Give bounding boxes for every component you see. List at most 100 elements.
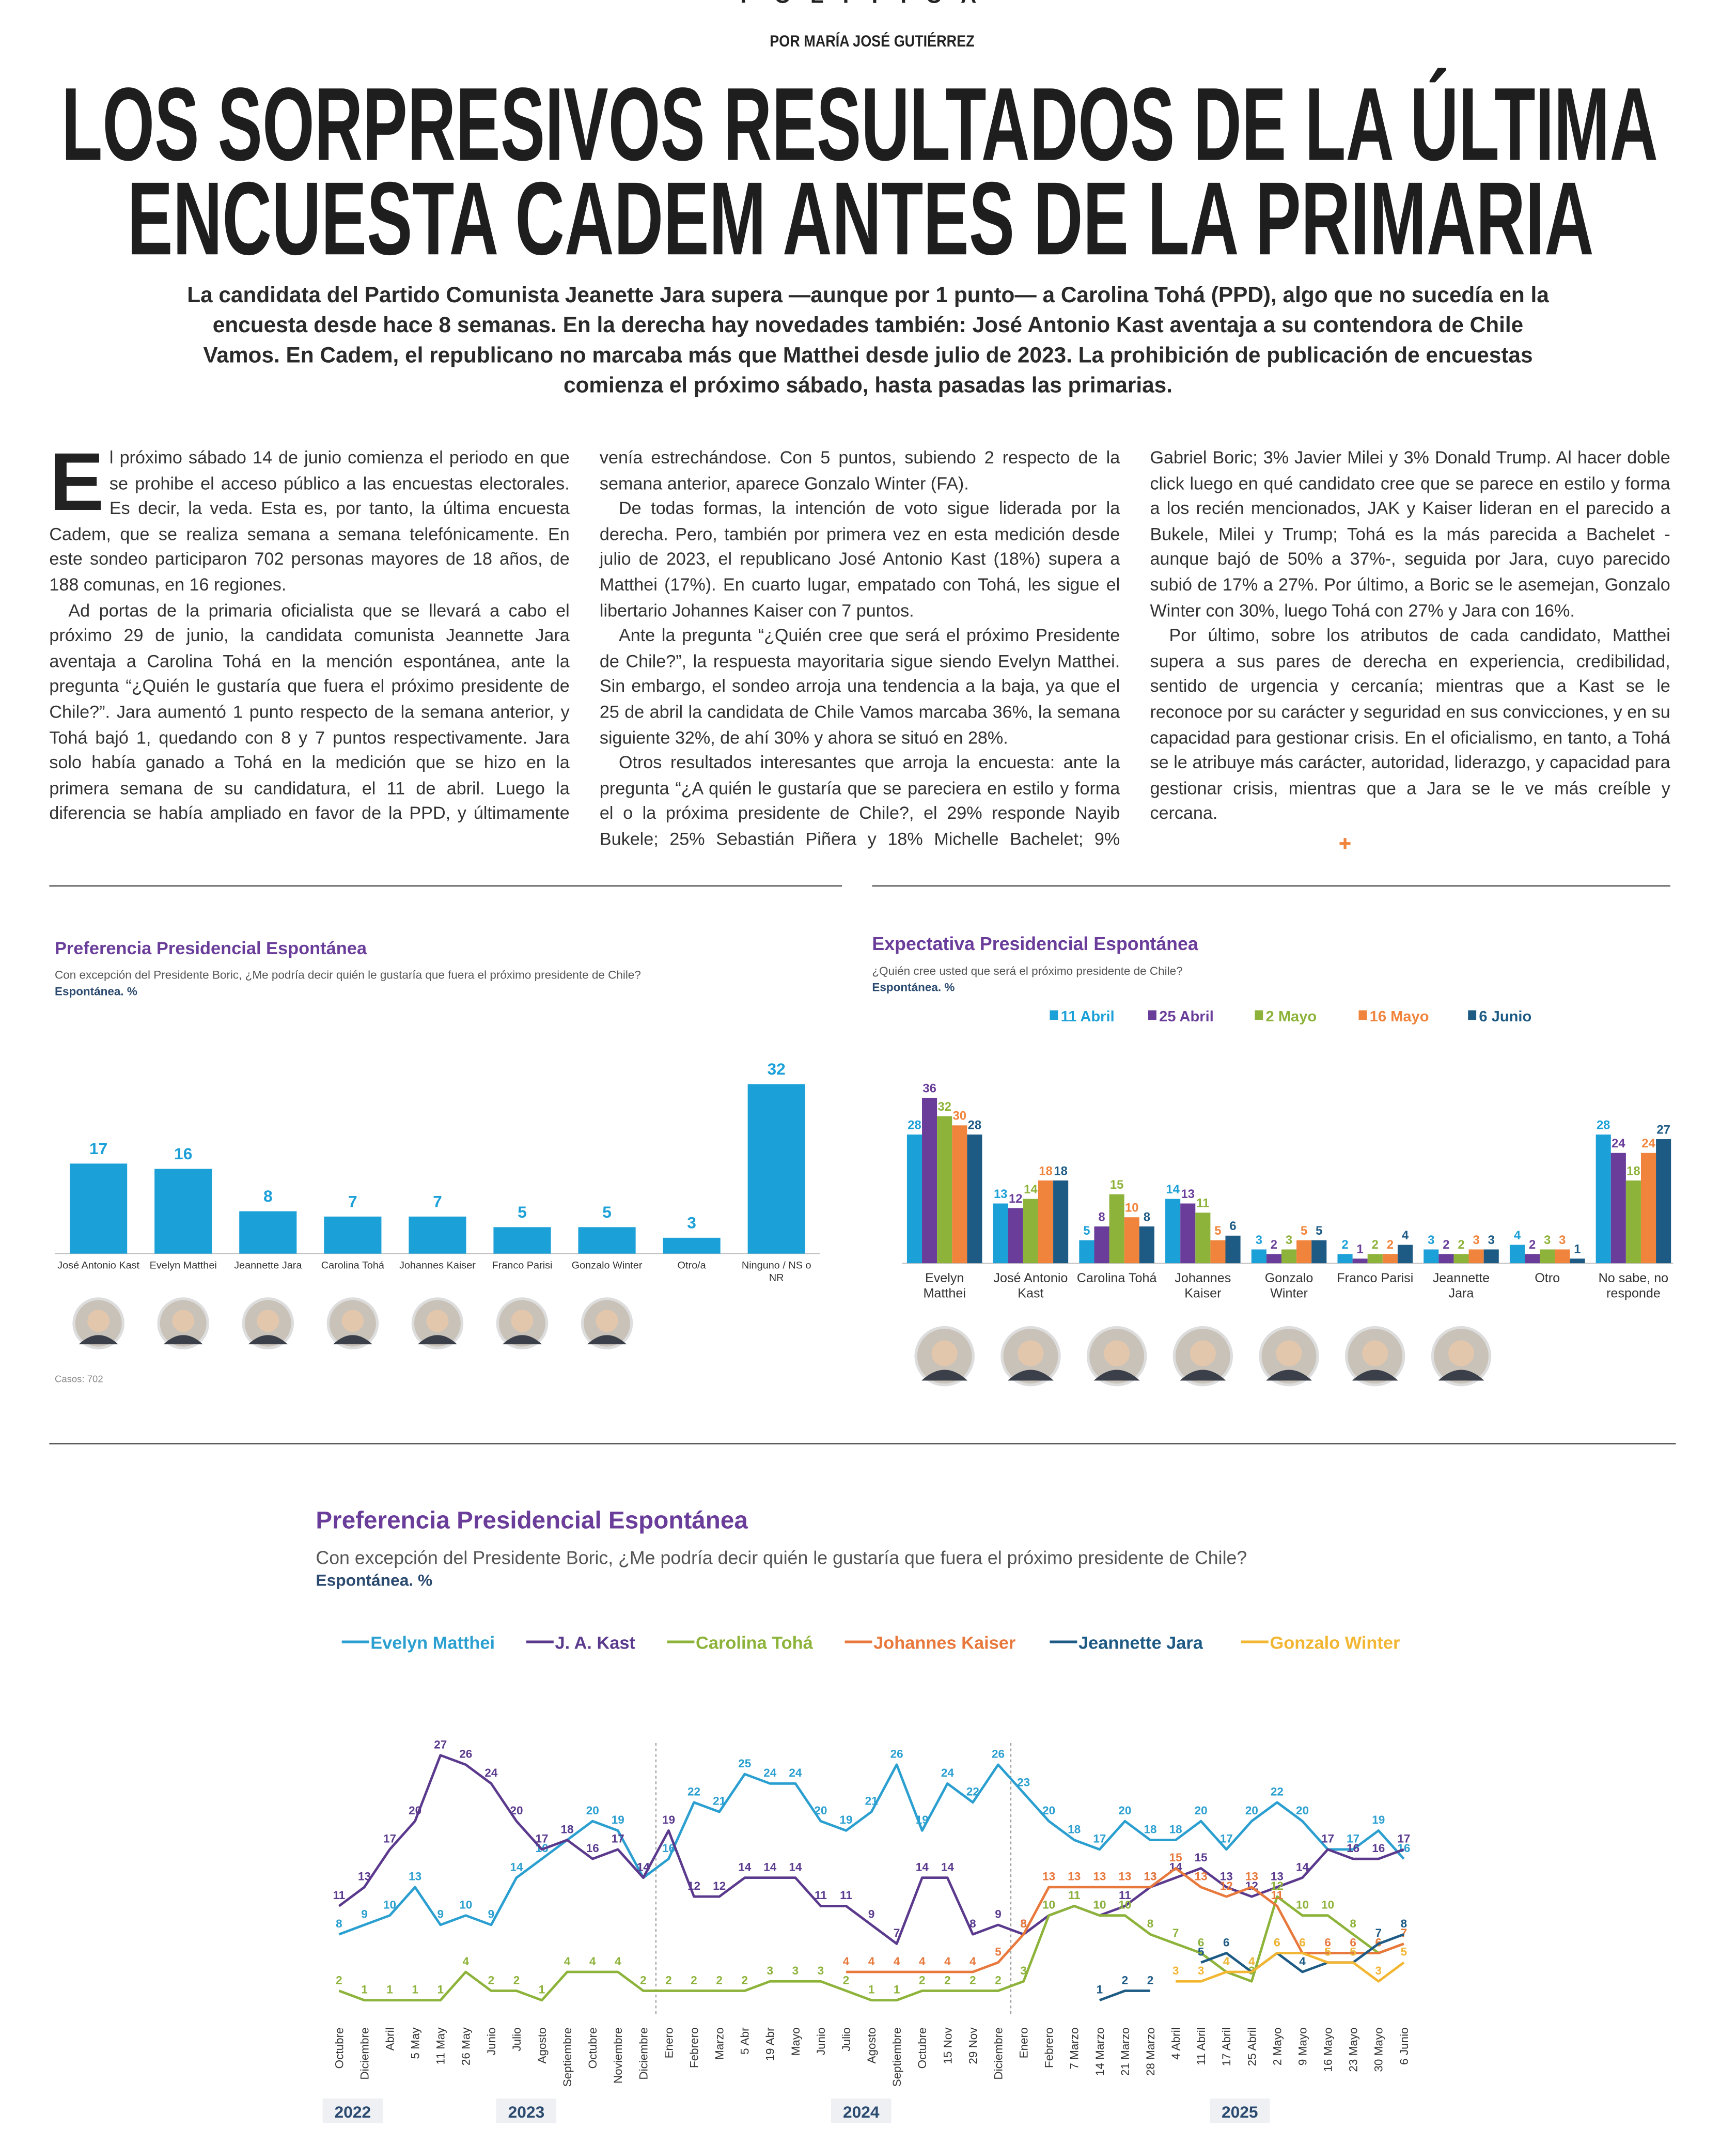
photo-face bbox=[1448, 1340, 1474, 1366]
value-label: 5 bbox=[1324, 1946, 1331, 1959]
value-label: 17 bbox=[536, 1832, 549, 1845]
bar bbox=[1555, 1249, 1570, 1264]
value-label: 20 bbox=[1118, 1804, 1131, 1817]
bar bbox=[1625, 1180, 1641, 1264]
x-tick-label: 14 Marzo bbox=[1093, 2027, 1106, 2076]
value-label: 9 bbox=[868, 1908, 875, 1921]
category-label: Johannes Kaiser bbox=[399, 1259, 476, 1272]
x-tick-label: Octubre bbox=[586, 2027, 599, 2069]
value-label: 18 bbox=[1068, 1823, 1081, 1836]
value-label: 18 bbox=[1169, 1823, 1182, 1836]
value-label: 17 bbox=[1220, 1832, 1233, 1845]
x-tick-label: Septiembre bbox=[561, 2027, 574, 2087]
photo-face bbox=[1018, 1340, 1044, 1366]
value-label: 24 bbox=[941, 1766, 955, 1779]
x-tick-label: 5 Abr bbox=[739, 2027, 752, 2055]
x-tick-label: 17 Abril bbox=[1220, 2027, 1233, 2066]
year-box bbox=[322, 2099, 383, 2123]
value-label: 8 bbox=[263, 1187, 273, 1205]
legend-label: Johannes Kaiser bbox=[873, 1633, 1015, 1653]
x-tick-label: 26 May bbox=[460, 2027, 473, 2065]
photo-body bbox=[1093, 1370, 1140, 1381]
chart-title: Preferencia Presidencial Espontánea bbox=[316, 1507, 748, 1534]
x-tick-label: 2 Mayo bbox=[1271, 2027, 1284, 2065]
value-label: 11 bbox=[1271, 1889, 1284, 1902]
value-label: 13 bbox=[1144, 1870, 1157, 1883]
x-tick-label: Octubre bbox=[333, 2027, 346, 2069]
value-label: 14 bbox=[763, 1860, 777, 1873]
value-label: 30 bbox=[953, 1109, 966, 1123]
value-label: 9 bbox=[361, 1908, 368, 1921]
value-label: 17 bbox=[612, 1832, 624, 1845]
x-tick-label: 6 Junio bbox=[1398, 2027, 1411, 2065]
value-label: 4 bbox=[1299, 1955, 1306, 1968]
value-label: 2 bbox=[1122, 1973, 1129, 1986]
value-label: 4 bbox=[944, 1955, 951, 1968]
category-label-box: Carolina Tohá bbox=[1077, 1271, 1157, 1286]
category-label-box: Gonzalo Winter bbox=[1265, 1271, 1313, 1301]
value-label: 17 bbox=[1321, 1832, 1334, 1845]
value-label: 5 bbox=[1401, 1946, 1407, 1959]
bar bbox=[906, 1134, 922, 1264]
value-label: 11 bbox=[333, 1889, 346, 1902]
legend-label: 2 Mayo bbox=[1266, 1008, 1317, 1025]
value-label: 1 bbox=[868, 1983, 875, 1996]
value-label: 3 bbox=[767, 1964, 774, 1977]
photo-body bbox=[163, 1335, 203, 1345]
x-tick-label: Agosto bbox=[536, 2027, 549, 2063]
bar bbox=[1094, 1226, 1109, 1264]
section-label: POLÍTICA bbox=[741, 0, 996, 7]
bar bbox=[1311, 1240, 1327, 1264]
value-label: 36 bbox=[922, 1081, 936, 1095]
headline-line: ENCUESTA CADEM ANTES DE LA PRIMARIA bbox=[127, 160, 1593, 276]
bar bbox=[1296, 1240, 1312, 1264]
bar bbox=[1525, 1254, 1540, 1264]
bar bbox=[154, 1169, 212, 1254]
value-label: 22 bbox=[1271, 1785, 1284, 1798]
value-label: 12 bbox=[687, 1879, 700, 1892]
value-label: 2 bbox=[944, 1973, 951, 1986]
value-label: 13 bbox=[1271, 1870, 1284, 1883]
value-label: 4 bbox=[463, 1955, 470, 1968]
value-label: 14 bbox=[941, 1860, 955, 1873]
value-label: 11 bbox=[815, 1889, 827, 1902]
value-label: 5 bbox=[1350, 1946, 1356, 1959]
category-label-box: Evelyn Matthei bbox=[923, 1271, 966, 1302]
value-label: 2 bbox=[1372, 1238, 1379, 1252]
value-label: 18 bbox=[1039, 1164, 1052, 1178]
photo-body bbox=[921, 1370, 968, 1381]
x-tick-label: Junio bbox=[485, 2027, 498, 2055]
bar bbox=[1468, 1249, 1484, 1264]
value-label: 10 bbox=[459, 1898, 472, 1911]
category-label: Evelyn Matthei bbox=[923, 1271, 966, 1302]
value-label: 6 bbox=[1299, 1936, 1306, 1949]
value-label: 3 bbox=[1198, 1964, 1205, 1977]
legend-swatch bbox=[1255, 1010, 1263, 1020]
value-label: 10 bbox=[1321, 1898, 1334, 1911]
x-tick-label: 29 Nov bbox=[966, 2027, 979, 2064]
category-label: Otro/a bbox=[677, 1259, 706, 1272]
value-label: 2 bbox=[969, 1973, 976, 1986]
x-tick-label: Febrero bbox=[1043, 2027, 1056, 2068]
value-label: 3 bbox=[1286, 1233, 1292, 1247]
value-label: 2 bbox=[919, 1973, 926, 1986]
value-label: 13 bbox=[1068, 1870, 1081, 1883]
chart-unit: Espontánea. % bbox=[872, 981, 955, 994]
value-label: 32 bbox=[937, 1100, 951, 1114]
value-label: 3 bbox=[1473, 1233, 1479, 1247]
value-label: 13 bbox=[1195, 1870, 1208, 1883]
value-label: 18 bbox=[561, 1823, 574, 1836]
x-tick-label: Septiembre bbox=[890, 2027, 903, 2087]
photo-body bbox=[587, 1335, 627, 1345]
photo-face bbox=[1104, 1340, 1130, 1366]
value-label: 20 bbox=[1296, 1804, 1309, 1817]
bar bbox=[1596, 1134, 1611, 1264]
value-label: 4 bbox=[1223, 1955, 1230, 1968]
value-label: 8 bbox=[1098, 1210, 1105, 1224]
photo-face bbox=[1362, 1340, 1388, 1366]
bar bbox=[1053, 1180, 1069, 1264]
category-label-box: Franco Parisi bbox=[1337, 1271, 1413, 1286]
photo-body bbox=[1266, 1370, 1312, 1381]
bar bbox=[1424, 1249, 1439, 1264]
value-label: 10 bbox=[1118, 1898, 1131, 1911]
